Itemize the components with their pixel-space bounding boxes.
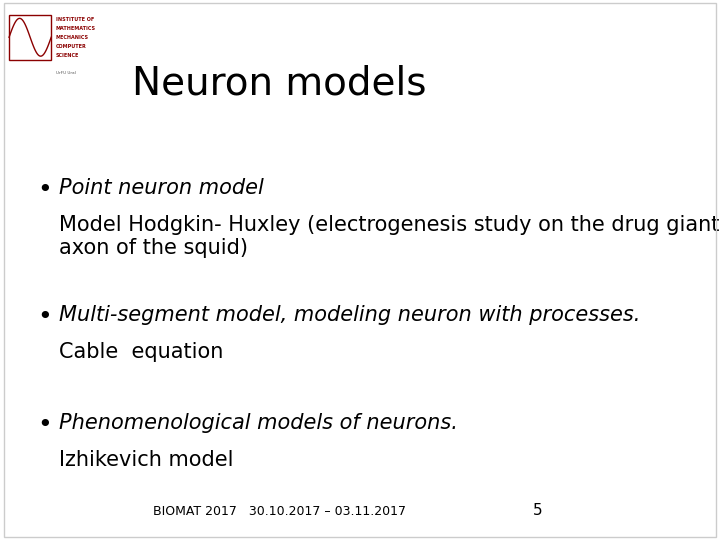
Text: INSTITUTE OF: INSTITUTE OF bbox=[56, 17, 94, 22]
Text: Model Hodgkin- Huxley (electrogenesis study on the drug giant
axon of the squid): Model Hodgkin- Huxley (electrogenesis st… bbox=[59, 215, 719, 258]
Text: •: • bbox=[37, 178, 52, 202]
Text: COMPUTER: COMPUTER bbox=[56, 44, 86, 49]
Text: •: • bbox=[37, 413, 52, 437]
Text: Multi-segment model, modeling neuron with processes.: Multi-segment model, modeling neuron wit… bbox=[59, 305, 640, 325]
Text: 5: 5 bbox=[533, 503, 542, 518]
Text: Izhikevich model: Izhikevich model bbox=[59, 450, 233, 470]
Text: MECHANICS: MECHANICS bbox=[56, 35, 89, 40]
Text: Neuron models: Neuron models bbox=[132, 65, 427, 103]
Text: BIOMAT 2017   30.10.2017 – 03.11.2017: BIOMAT 2017 30.10.2017 – 03.11.2017 bbox=[153, 505, 406, 518]
Text: •: • bbox=[37, 305, 52, 329]
Text: MATHEMATICS: MATHEMATICS bbox=[56, 26, 96, 31]
Text: SCIENCE: SCIENCE bbox=[56, 53, 79, 58]
Text: Phenomenological models of neurons.: Phenomenological models of neurons. bbox=[59, 413, 458, 433]
Text: Cable  equation: Cable equation bbox=[59, 342, 223, 362]
Text: Point neuron model: Point neuron model bbox=[59, 178, 264, 198]
Text: UrFU Ural: UrFU Ural bbox=[56, 71, 76, 75]
Bar bbox=[9, 15, 51, 60]
